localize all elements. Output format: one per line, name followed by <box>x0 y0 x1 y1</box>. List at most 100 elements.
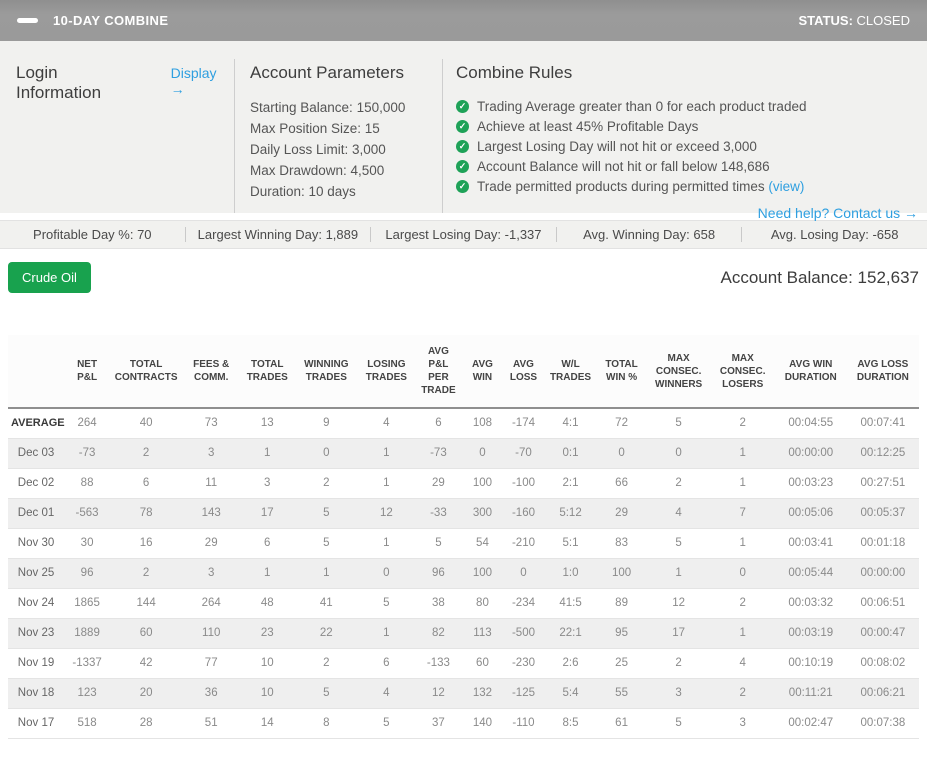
table-cell: 1 <box>240 558 295 589</box>
table-header-cell: AVG LOSS <box>502 335 545 409</box>
table-cell: 1 <box>358 618 415 649</box>
table-row: Nov 25 96 2 3 1 1 0 96 100 0 1:0 100 1 0 00:05:44 00:00… <box>8 558 919 589</box>
contact-us-link[interactable]: Need help? Contact us → <box>757 205 918 221</box>
table-cell: 10 <box>240 648 295 679</box>
table-cell: -70 <box>502 438 545 469</box>
row-label: Nov 19 <box>8 648 65 679</box>
table-cell: 5:1 <box>544 528 597 559</box>
row-label: Nov 25 <box>8 558 65 589</box>
table-cell: 110 <box>182 618 241 649</box>
login-information-title: Login Information <box>16 63 102 102</box>
table-header-cell: AVG LOSS DURATION <box>846 335 919 409</box>
table-cell: 00:07:38 <box>846 708 919 739</box>
table-cell: 12 <box>646 588 711 619</box>
info-panel: Login Information Display → Account Para… <box>0 41 927 221</box>
row-label: Nov 24 <box>8 588 65 619</box>
table-cell: 11 <box>182 468 241 499</box>
table-cell: 6 <box>240 528 295 559</box>
table-cell: 00:27:51 <box>846 468 919 499</box>
check-icon <box>456 160 469 173</box>
collapse-icon[interactable] <box>17 18 38 23</box>
table-cell: 25 <box>596 648 647 679</box>
table-cell: 264 <box>182 588 241 619</box>
table-cell: 88 <box>64 468 111 499</box>
table-cell: 2 <box>646 468 711 499</box>
table-cell: 89 <box>596 588 647 619</box>
table-cell: 113 <box>462 618 503 649</box>
account-parameter-line: Daily Loss Limit: 3,000 <box>250 142 386 157</box>
table-cell: 3 <box>182 558 241 589</box>
table-header-cell: TOTAL TRADES <box>240 335 295 409</box>
table-header-cell: AVG WIN <box>462 335 503 409</box>
table-cell: 6 <box>414 408 463 439</box>
table-cell: 00:00:47 <box>846 618 919 649</box>
table-cell: -234 <box>502 588 545 619</box>
table-cell: 0 <box>502 558 545 589</box>
table-cell: 0 <box>294 438 359 469</box>
table-header-cell: NET P&L <box>64 335 111 409</box>
check-icon <box>456 140 469 153</box>
table-cell: -160 <box>502 498 545 529</box>
table-header-cell-label <box>8 335 65 409</box>
table-cell: 2 <box>110 438 183 469</box>
table-cell: 5 <box>358 708 415 739</box>
table-cell: 3 <box>182 438 241 469</box>
account-parameter-line: Duration: 10 days <box>250 184 356 199</box>
table-cell: 66 <box>596 468 647 499</box>
table-cell: -1337 <box>64 648 111 679</box>
table-cell: 1 <box>358 528 415 559</box>
table-cell: 144 <box>110 588 183 619</box>
table-cell: 48 <box>240 588 295 619</box>
table-cell: 5 <box>294 678 359 709</box>
combine-rules-title: Combine Rules <box>456 63 573 82</box>
table-cell: -230 <box>502 648 545 679</box>
account-parameters-list: Starting Balance: 150,000 Max Position Si… <box>250 97 432 202</box>
table-cell: 108 <box>462 408 503 439</box>
rule-text: Account Balance will not hit or fall bel… <box>477 159 770 174</box>
table-cell: 7 <box>710 498 775 529</box>
table-cell: 38 <box>414 588 463 619</box>
table-cell: 40 <box>110 408 183 439</box>
table-cell: 0 <box>646 438 711 469</box>
table-cell: 12 <box>414 678 463 709</box>
table-cell: 00:06:21 <box>846 678 919 709</box>
combine-rule: Trade permitted products during permitte… <box>456 177 918 196</box>
table-header-cell: FEES & COMM. <box>182 335 241 409</box>
row-label: Nov 17 <box>8 708 65 739</box>
table-cell: 8 <box>294 708 359 739</box>
table-cell: 1865 <box>64 588 111 619</box>
table-cell: 00:03:41 <box>774 528 847 559</box>
table-cell: 41:5 <box>544 588 597 619</box>
check-icon <box>456 100 469 113</box>
table-cell: 61 <box>596 708 647 739</box>
table-cell: 10 <box>240 678 295 709</box>
table-cell: 300 <box>462 498 503 529</box>
status-value: CLOSED <box>856 13 910 28</box>
table-cell: 72 <box>596 408 647 439</box>
stat-item: Avg. Winning Day: 658 <box>555 227 742 242</box>
table-cell: 82 <box>414 618 463 649</box>
stat-item: Largest Winning Day: 1,889 <box>184 227 371 242</box>
table-cell: 83 <box>596 528 647 559</box>
table-cell: 42 <box>110 648 183 679</box>
view-link[interactable]: (view) <box>768 179 805 194</box>
table-header-cell: WINNING TRADES <box>294 335 359 409</box>
combine-rule: Largest Losing Day will not hit or excee… <box>456 137 918 156</box>
table-cell: 2 <box>646 648 711 679</box>
product-tab-crude-oil[interactable]: Crude Oil <box>8 262 91 293</box>
table-cell: 2 <box>294 468 359 499</box>
table-cell: 5 <box>294 528 359 559</box>
table-cell: 2:1 <box>544 468 597 499</box>
account-parameters-section: Account Parameters Starting Balance: 150… <box>235 59 443 213</box>
table-cell: 77 <box>182 648 241 679</box>
table-cell: 37 <box>414 708 463 739</box>
table-cell: -500 <box>502 618 545 649</box>
display-link[interactable]: Display → <box>170 65 217 97</box>
table-cell: 29 <box>182 528 241 559</box>
table-cell: 29 <box>414 468 463 499</box>
table-cell: 00:12:25 <box>846 438 919 469</box>
table-cell: 1 <box>294 558 359 589</box>
row-label: Nov 23 <box>8 618 65 649</box>
account-balance: Account Balance: 152,637 <box>720 267 919 287</box>
table-cell: 00:08:02 <box>846 648 919 679</box>
